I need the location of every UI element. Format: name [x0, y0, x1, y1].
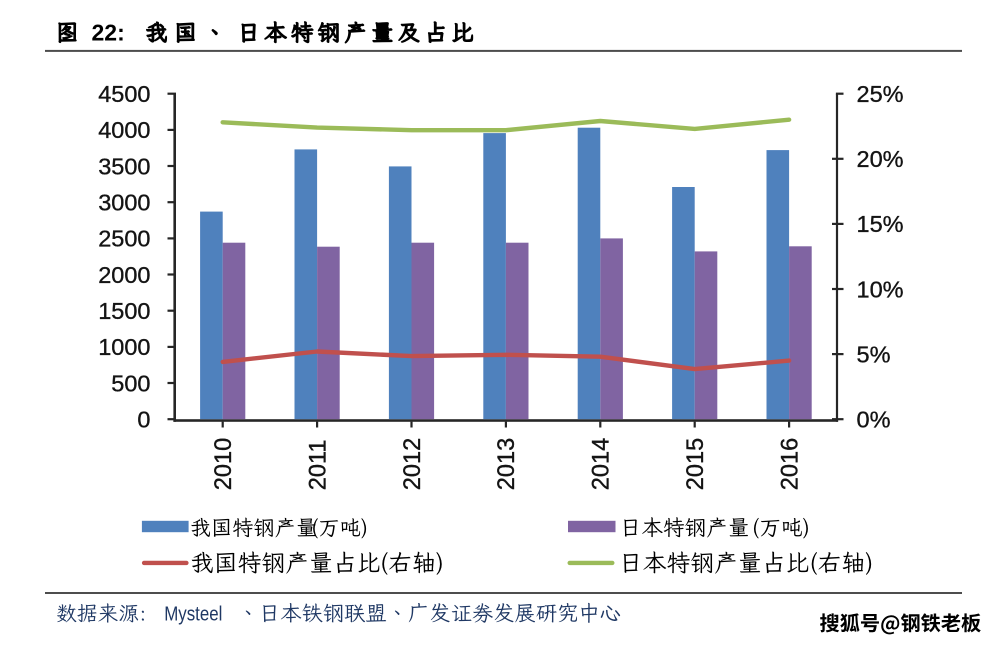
svg-text:1500: 1500 [98, 298, 150, 324]
svg-text:3000: 3000 [98, 190, 150, 216]
svg-text:2012: 2012 [400, 438, 426, 491]
svg-text:3500: 3500 [98, 153, 150, 179]
svg-text:2014: 2014 [589, 438, 615, 491]
svg-text:15%: 15% [857, 211, 904, 237]
svg-text:2011: 2011 [305, 440, 331, 491]
svg-text:2010: 2010 [211, 438, 237, 491]
svg-text:2016: 2016 [777, 438, 803, 491]
svg-text:10%: 10% [857, 276, 904, 302]
svg-text:20%: 20% [857, 146, 904, 172]
svg-text:2000: 2000 [98, 262, 150, 288]
svg-text:22:: 22: [92, 19, 125, 45]
svg-text:500: 500 [111, 370, 150, 396]
svg-text:1000: 1000 [98, 334, 150, 360]
svg-text:0: 0 [137, 407, 150, 433]
svg-text:4000: 4000 [98, 117, 150, 143]
svg-text:25%: 25% [857, 81, 904, 107]
svg-text:5%: 5% [857, 341, 891, 367]
svg-text:2015: 2015 [683, 438, 709, 491]
svg-text:4500: 4500 [98, 81, 150, 107]
svg-text:2013: 2013 [494, 438, 520, 491]
svg-text:0%: 0% [857, 407, 891, 433]
svg-text:Mysteel: Mysteel [164, 604, 222, 626]
svg-text:2500: 2500 [98, 226, 150, 252]
